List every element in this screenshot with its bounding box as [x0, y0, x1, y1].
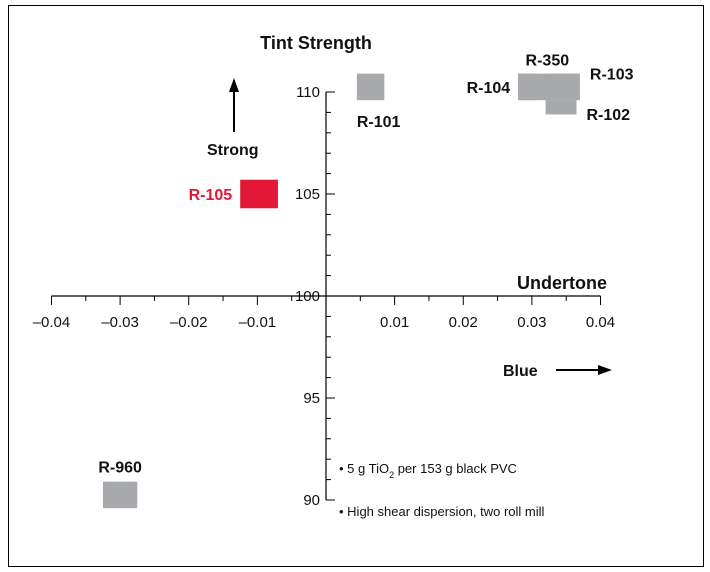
x-tick-label: 0.01: [380, 314, 409, 331]
label-r-350: R-350: [526, 53, 570, 70]
y-axis-title: Tint Strength: [260, 33, 372, 53]
point-r-101: [356, 73, 385, 101]
annotations: R-101 R-350 R-104 R-103 R-102 R-105 R-960: [98, 53, 633, 477]
strong-label: Strong: [207, 142, 259, 159]
label-r-960: R-960: [98, 460, 142, 477]
x-tick-label: 0.04: [586, 314, 615, 331]
y-tick-label: 90: [303, 492, 320, 509]
y-tick-label: 105: [295, 186, 320, 203]
label-r-105: R-105: [189, 187, 233, 204]
axes: –0.04 –0.03 –0.02 –0.01 0.01 0.02 0.03 0.04 110 1…: [33, 84, 615, 509]
y-tick-label: 100: [295, 288, 320, 305]
point-r-102: [545, 100, 577, 115]
data-points: [102, 73, 580, 509]
x-tick-label: –0.04: [33, 314, 71, 331]
point-r-104: [518, 73, 539, 101]
x-tick-label: –0.01: [239, 314, 277, 331]
y-tick-label: 110: [296, 84, 320, 101]
x-tick-label: 0.02: [449, 314, 478, 331]
label-r-104: R-104: [467, 80, 511, 97]
x-axis-title: Undertone: [517, 273, 607, 293]
x-tick-label: –0.03: [101, 314, 139, 331]
x-tick-label: –0.02: [170, 314, 208, 331]
note-line-2: • High shear dispersion, two roll mill: [339, 504, 545, 519]
x-tick-label: 0.03: [517, 314, 546, 331]
label-r-101: R-101: [357, 114, 401, 131]
point-r-105: [240, 179, 278, 209]
label-r-103: R-103: [590, 67, 634, 84]
y-tick-label: 95: [303, 390, 320, 407]
point-r-103: [545, 73, 580, 101]
blue-label: Blue: [503, 363, 538, 380]
note-line-1: • 5 g TiO2 per 153 g black PVC: [339, 461, 517, 480]
label-r-102: R-102: [586, 107, 630, 124]
strong-arrow: [229, 78, 239, 132]
blue-arrow: [556, 365, 612, 375]
point-r-960: [102, 481, 138, 509]
chart-frame: [8, 5, 704, 567]
